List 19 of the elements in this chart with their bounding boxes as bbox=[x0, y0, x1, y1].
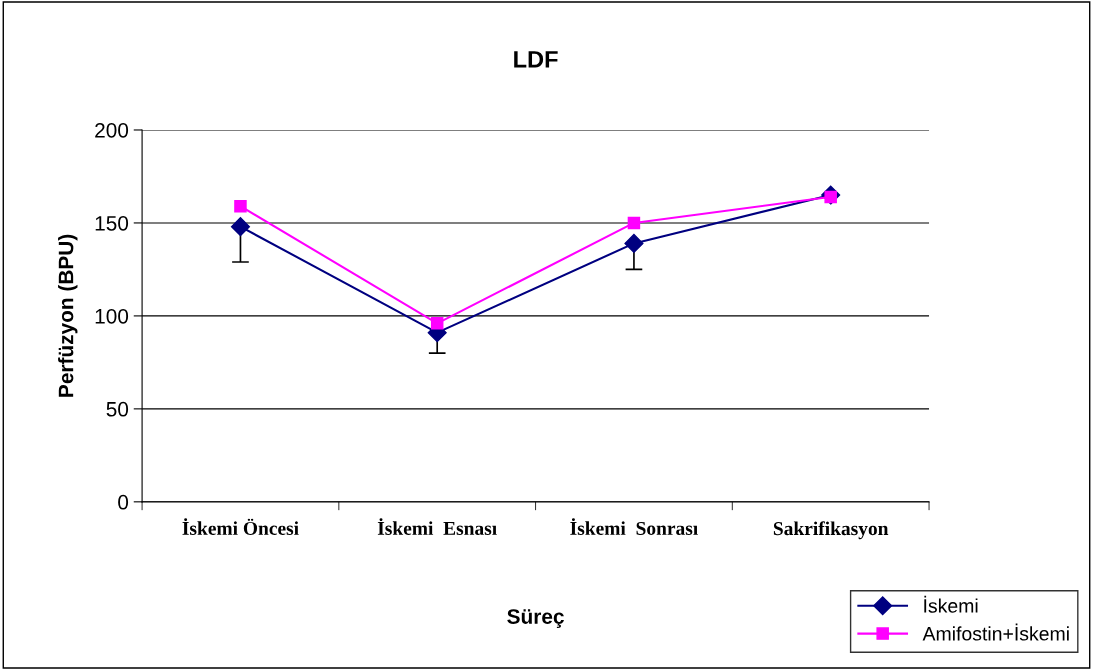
x-tick-label: Sakrifikasyon bbox=[773, 521, 889, 540]
x-tick-label: İskemi Öncesi bbox=[182, 518, 299, 535]
x-tick-label: İskemi Sonrası bbox=[570, 518, 698, 535]
x-tick-label: İskemi Esnası bbox=[377, 518, 497, 535]
legend-label: İskemi bbox=[924, 595, 978, 613]
x-axis-title: Süreç bbox=[507, 609, 564, 629]
y-axis-title: Perfüzyon (BPU) bbox=[58, 234, 78, 397]
y-tick-label: 100 bbox=[95, 308, 129, 324]
y-tick-label: 50 bbox=[106, 401, 129, 417]
y-tick-label: 200 bbox=[95, 122, 129, 138]
point bbox=[230, 217, 250, 237]
point bbox=[627, 216, 641, 230]
chart-title: LDF bbox=[514, 51, 558, 68]
point bbox=[430, 317, 444, 330]
legend-label: Amifostin+İskemi bbox=[922, 623, 1069, 641]
y-tick-label: 150 bbox=[95, 215, 129, 231]
point bbox=[234, 199, 247, 213]
y-tick-label: 0 bbox=[118, 494, 129, 510]
point bbox=[624, 233, 644, 253]
